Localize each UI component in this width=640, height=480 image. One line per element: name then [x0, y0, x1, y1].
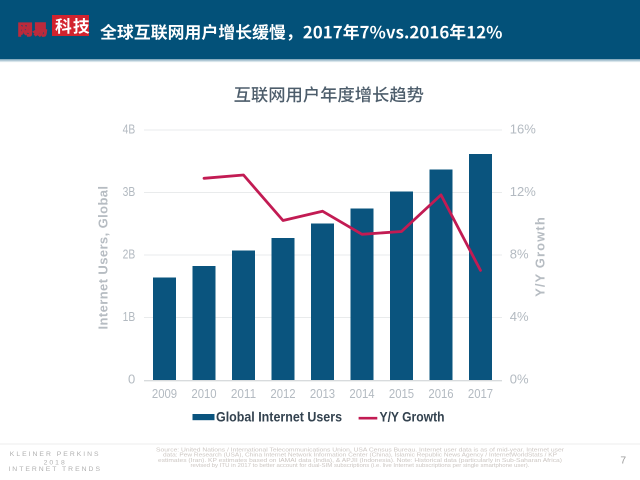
svg-text:0: 0 — [128, 372, 135, 387]
svg-text:0%: 0% — [510, 372, 529, 387]
svg-text:2017: 2017 — [468, 386, 493, 401]
svg-text:8%: 8% — [510, 247, 529, 262]
svg-text:4B: 4B — [123, 122, 136, 137]
svg-text:3B: 3B — [123, 184, 136, 199]
svg-text:1B: 1B — [123, 309, 136, 324]
svg-text:2016: 2016 — [428, 386, 453, 401]
svg-text:INTERNET TRENDS: INTERNET TRENDS — [8, 466, 102, 473]
svg-text:Source: United Nations / Inter: Source: United Nations / International T… — [156, 447, 564, 453]
svg-text:2013: 2013 — [310, 386, 335, 401]
svg-text:4%: 4% — [510, 309, 529, 324]
svg-text:2B: 2B — [123, 247, 136, 262]
svg-text:7: 7 — [620, 456, 626, 467]
svg-text:2010: 2010 — [191, 386, 216, 401]
svg-text:Y/Y Growth: Y/Y Growth — [380, 410, 445, 425]
svg-text:2009: 2009 — [152, 386, 177, 401]
svg-text:KLEINER PERKINS: KLEINER PERKINS — [10, 451, 101, 458]
svg-text:2018: 2018 — [44, 460, 67, 467]
svg-text:Y/Y Growth: Y/Y Growth — [532, 216, 547, 297]
svg-text:2011: 2011 — [231, 386, 256, 401]
svg-text:2012: 2012 — [270, 386, 295, 401]
svg-text:12%: 12% — [510, 184, 536, 199]
svg-text:revised by ITU in 2017 to bett: revised by ITU in 2017 to better account… — [191, 463, 530, 469]
svg-text:estimates (Iran). KP estimates: estimates (Iran). KP estimates based on … — [158, 458, 562, 464]
svg-text:data: Pew Research (USA), Chin: data: Pew Research (USA), China Internet… — [163, 453, 557, 459]
svg-text:2014: 2014 — [349, 386, 374, 401]
svg-text:Internet Users, Global: Internet Users, Global — [96, 186, 111, 330]
svg-text:Global Internet Users: Global Internet Users — [216, 410, 342, 425]
svg-text:2015: 2015 — [389, 386, 414, 401]
svg-text:16%: 16% — [510, 122, 536, 137]
